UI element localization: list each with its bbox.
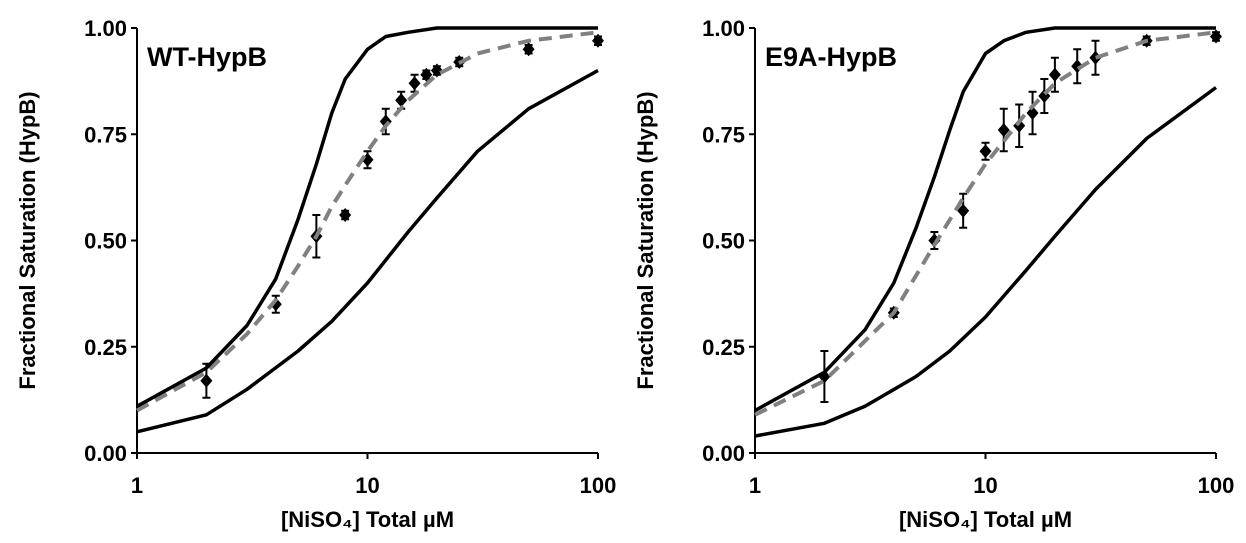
y-tick-label: 1.00 (702, 16, 745, 41)
data-point (522, 42, 535, 57)
data-point (420, 67, 433, 82)
data-point (200, 373, 213, 388)
data-point (1210, 29, 1222, 44)
x-tick-label: 100 (1198, 473, 1235, 498)
y-tick-label: 0.25 (702, 335, 745, 360)
y-tick-label: 1.00 (84, 16, 127, 41)
data-point (430, 63, 443, 78)
data-point (1089, 50, 1102, 65)
model-curve (136, 26, 598, 408)
x-tick-label: 1 (749, 473, 761, 498)
model-curve (136, 68, 599, 434)
data-point (592, 33, 604, 48)
y-tick-label: 0.25 (84, 335, 127, 360)
y-tick-label: 0.50 (702, 229, 745, 254)
data-point (1048, 67, 1061, 82)
y-tick-label: 0.75 (84, 122, 127, 147)
y-tick-label: 0.00 (84, 441, 127, 466)
y-axis-label: Fractional Saturation (HypB) (633, 91, 658, 389)
x-tick-label: 1 (131, 473, 143, 498)
data-point (1026, 106, 1039, 120)
data-point (339, 208, 352, 222)
y-axis-label: Fractional Saturation (HypB) (15, 91, 40, 389)
data-point (408, 76, 421, 91)
fit-curve (136, 30, 599, 413)
x-axis-label: [NiSO₄] Total µM (899, 507, 1072, 532)
x-tick-label: 10 (973, 473, 997, 498)
model-curve (754, 26, 1216, 413)
model-curve (754, 86, 1218, 438)
x-tick-label: 10 (355, 473, 379, 498)
y-tick-label: 0.75 (702, 122, 745, 147)
y-tick-label: 0.50 (84, 229, 127, 254)
x-axis-label: [NiSO₄] Total µM (281, 507, 454, 532)
y-tick-label: 0.00 (702, 441, 745, 466)
data-point (957, 203, 970, 218)
annotation: E9A-HypB (765, 42, 897, 72)
data-point (997, 123, 1010, 137)
x-tick-label: 100 (580, 473, 617, 498)
data-point (395, 93, 408, 108)
data-point (979, 144, 992, 159)
annotation: WT-HypB (147, 42, 267, 72)
